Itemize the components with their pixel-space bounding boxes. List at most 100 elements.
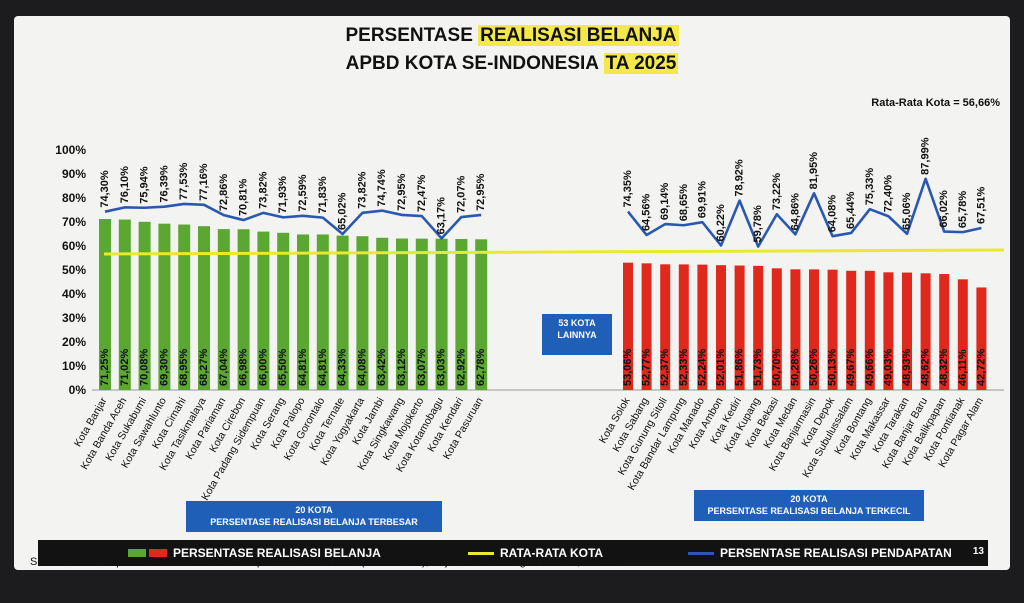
bottom-pendapatan-label: 68,65% xyxy=(678,184,690,222)
top-bar-value-label: 66,00% xyxy=(257,348,269,386)
title-line-2-highlight: TA 2025 xyxy=(603,53,679,74)
top-pendapatan-label: 71,83% xyxy=(317,176,329,214)
top-bar-value-label: 65,50% xyxy=(277,348,289,386)
top-pendapatan-label: 72,07% xyxy=(455,176,467,214)
top-bar xyxy=(118,219,131,390)
bottom-bar-value-label: 52,01% xyxy=(715,348,727,386)
bottom-bar-value-label: 52,37% xyxy=(659,348,671,386)
title-line-1-text: PERSENTASE xyxy=(345,25,479,46)
page-number: 13 xyxy=(972,546,984,557)
group-right-label-line-1: 20 KOTA xyxy=(790,494,828,504)
top-pendapatan-label: 72,59% xyxy=(297,174,309,212)
bottom-bar xyxy=(678,264,689,390)
bottom-bar-value-label: 46,11% xyxy=(957,349,969,386)
top-bar xyxy=(336,235,349,390)
bottom-pendapatan-label: 72,40% xyxy=(882,175,894,213)
top-pendapatan-label: 74,74% xyxy=(376,169,388,207)
average-note: Rata-Rata Kota = 56,66% xyxy=(871,97,1000,109)
y-tick-label: 70% xyxy=(62,215,86,229)
top-bar-value-label: 68,27% xyxy=(198,348,210,386)
legend-bars-label: PERSENTASE REALISASI BELANJA xyxy=(173,546,381,560)
top-bar-value-label: 62,92% xyxy=(455,348,467,386)
top-bar xyxy=(475,239,488,390)
legend-line: PERSENTASE REALISASI PENDAPATAN xyxy=(688,546,952,560)
top-bar xyxy=(178,224,191,390)
bottom-bar xyxy=(753,265,764,390)
bottom-pendapatan-label: 78,92% xyxy=(734,159,746,197)
bottom-pendapatan-label: 65,44% xyxy=(845,191,857,229)
bottom-bar-value-label: 49,03% xyxy=(882,348,894,386)
bottom-pendapatan-label: 74,35% xyxy=(622,170,634,208)
bottom-pendapatan-label: 87,99% xyxy=(920,137,932,175)
bottom-bar-value-label: 52,24% xyxy=(696,348,708,386)
y-tick-label: 0% xyxy=(69,383,87,397)
top-pendapatan-label: 76,10% xyxy=(119,166,131,204)
bottom-bar xyxy=(809,269,819,390)
bottom-bar xyxy=(939,274,950,390)
legend-avg-label: RATA-RATA KOTA xyxy=(500,546,604,560)
legend-avg: RATA-RATA KOTA xyxy=(468,546,603,560)
bottom-pendapatan-line xyxy=(626,177,982,248)
slide: PERSENTASE REALISASI BELANJA APBD KOTA S… xyxy=(14,16,1010,570)
top-bar-value-label: 64,81% xyxy=(317,348,329,386)
top-bar xyxy=(297,234,309,390)
top-bar-value-label: 71,25% xyxy=(99,348,111,386)
bottom-pendapatan-label: 65,06% xyxy=(901,192,913,230)
bottom-bar xyxy=(957,279,968,390)
top-bar xyxy=(356,236,369,390)
top-pendapatan-label: 76,39% xyxy=(158,165,170,203)
top-bar-value-label: 63,12% xyxy=(396,348,408,386)
group-right-label: 20 KOTA PERSENTASE REALISASI BELANJA TER… xyxy=(694,490,924,521)
top-bar-value-label: 68,95% xyxy=(178,348,190,386)
y-tick-label: 30% xyxy=(62,311,86,325)
bottom-bar xyxy=(976,287,987,390)
bottom-bar xyxy=(716,265,726,390)
top-bar-value-label: 66,98% xyxy=(238,348,250,386)
y-tick-label: 80% xyxy=(62,191,86,205)
top-bar-value-label: 62,78% xyxy=(475,348,487,386)
y-tick-label: 10% xyxy=(62,359,86,373)
bottom-pendapatan-label: 75,33% xyxy=(864,168,876,206)
bottom-bar-value-label: 50,26% xyxy=(808,348,820,386)
top-bar xyxy=(237,229,250,390)
group-left-label-line-2: PERSENTASE REALISASI BELANJA TERBESAR xyxy=(210,517,418,527)
top-bar-value-label: 69,30% xyxy=(158,348,170,386)
top-bar-value-label: 64,08% xyxy=(356,348,368,386)
y-tick-label: 100% xyxy=(55,143,86,157)
legend-line-swatch xyxy=(688,551,714,555)
bottom-bar-value-label: 50,13% xyxy=(827,348,839,386)
bottom-bar-value-label: 50,28% xyxy=(789,348,801,386)
top-bar-value-label: 71,02% xyxy=(119,348,131,386)
top-bar xyxy=(138,221,151,390)
bottom-pendapatan-label: 59,78% xyxy=(752,205,764,243)
group-left-label-line-1: 20 KOTA xyxy=(295,505,333,515)
bottom-bar-value-label: 52,33% xyxy=(678,348,690,386)
bottom-bar-value-label: 51,73% xyxy=(752,348,764,386)
y-tick-label: 60% xyxy=(62,239,86,253)
top-bar xyxy=(257,231,270,390)
legend: PERSENTASE REALISASI BELANJA RATA-RATA K… xyxy=(38,540,988,566)
top-bar xyxy=(277,232,290,390)
top-bar xyxy=(198,226,210,390)
bottom-bar-value-label: 51,86% xyxy=(734,348,746,386)
bottom-pendapatan-label: 65,78% xyxy=(957,191,969,229)
top-bar-value-label: 63,07% xyxy=(416,348,428,386)
bottom-bar-value-label: 48,93% xyxy=(901,348,913,386)
top-pendapatan-label: 71,93% xyxy=(277,176,289,214)
bottom-pendapatan-label: 66,02% xyxy=(938,190,950,228)
top-bar xyxy=(316,234,329,390)
average-line xyxy=(103,248,1005,256)
bottom-pendapatan-label: 81,95% xyxy=(808,152,820,190)
top-pendapatan-label: 72,95% xyxy=(396,173,408,211)
legend-bars: PERSENTASE REALISASI BELANJA xyxy=(128,546,381,560)
top-bar-value-label: 67,04% xyxy=(218,348,230,386)
bottom-bar-value-label: 48,32% xyxy=(938,348,950,386)
bottom-pendapatan-label: 64,86% xyxy=(789,193,801,231)
title-line-1-highlight: REALISASI BELANJA xyxy=(478,25,679,46)
bar-line-chart: 0%10%20%30%40%50%60%70%80%90%100%71,25%K… xyxy=(55,137,1005,503)
top-pendapatan-label: 65,02% xyxy=(337,192,349,230)
top-pendapatan-label: 72,47% xyxy=(416,175,428,213)
bottom-bar-value-label: 53,06% xyxy=(622,348,634,386)
title-line-2: APBD KOTA SE-INDONESIA TA 2025 xyxy=(14,50,1010,78)
bottom-bar xyxy=(902,272,912,390)
